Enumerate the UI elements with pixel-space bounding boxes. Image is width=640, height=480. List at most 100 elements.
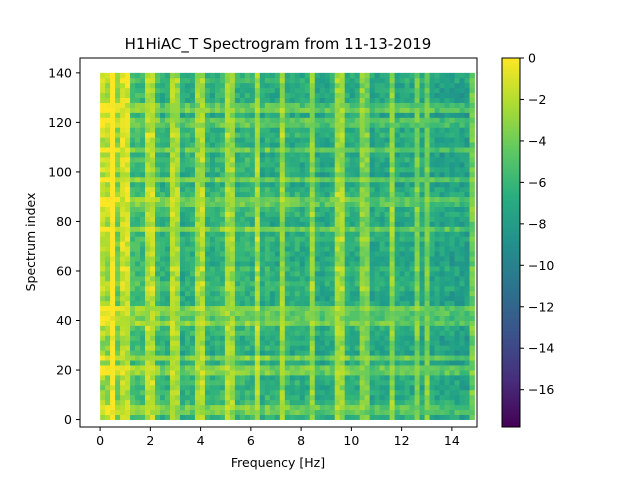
heatmap-cell [394,365,401,371]
heatmap-cell [464,132,470,138]
heatmap-cell [140,206,146,212]
heatmap-cell [244,330,251,336]
heatmap-cell [289,340,296,346]
heatmap-cell [160,211,166,217]
heatmap-cell [369,97,376,103]
heatmap-cell [334,394,341,401]
heatmap-cell [204,345,211,351]
heatmap-cell [145,221,151,227]
heatmap-cell [359,290,366,297]
heatmap-cell [329,275,336,282]
heatmap-cell [169,355,176,361]
heatmap-cell [449,300,455,307]
heatmap-cell [374,335,381,341]
heatmap-cell [359,256,366,262]
heatmap-cell [464,117,470,123]
heatmap-cell [274,350,281,356]
heatmap-cell [229,340,236,346]
heatmap-cell [174,191,181,198]
heatmap-cell [304,389,311,396]
heatmap-cell [439,280,445,287]
heatmap-cell [309,270,316,277]
heatmap-cell [344,280,351,287]
heatmap-cell [419,275,425,282]
heatmap-cell [229,266,236,272]
heatmap-cell [424,280,430,287]
heatmap-cell [100,246,106,252]
heatmap-cell [399,300,405,307]
heatmap-cell [219,216,226,222]
heatmap-cell [254,305,261,311]
heatmap-cell [199,315,206,321]
heatmap-cell [434,231,440,237]
heatmap-cell [264,226,271,232]
heatmap-cell [354,191,361,198]
heatmap-cell [429,176,435,183]
heatmap-cell [299,171,306,178]
heatmap-cell [155,107,161,113]
heatmap-cell [194,379,201,386]
heatmap-cell [389,231,396,237]
heatmap-cell [199,320,206,326]
heatmap-cell [284,414,291,420]
heatmap-cell [115,87,121,94]
heatmap-cell [459,404,465,411]
heatmap-cell [274,142,281,148]
heatmap-cell [279,107,286,113]
heatmap-cell [449,231,455,237]
heatmap-cell [324,305,331,311]
heatmap-cell [354,365,361,371]
heatmap-cell [334,320,341,326]
heatmap-cell [284,231,291,237]
heatmap-cell [414,152,420,158]
heatmap-cell [194,295,201,302]
heatmap-cell [254,270,261,277]
heatmap-cell [234,266,241,272]
heatmap-cell [349,171,356,178]
heatmap-cell [249,221,256,227]
heatmap-cell [369,166,376,173]
heatmap-cell [434,384,440,391]
heatmap-cell [244,241,251,247]
heatmap-cell [384,226,391,232]
heatmap-cell [464,191,470,198]
heatmap-cell [254,221,261,227]
heatmap-cell [464,384,470,391]
heatmap-cell [464,176,470,183]
heatmap-cell [384,325,391,331]
heatmap-cell [379,261,386,267]
heatmap-cell [384,394,391,401]
heatmap-cell [414,102,420,108]
heatmap-cell [459,171,465,178]
heatmap-cell [249,404,256,411]
heatmap-cell [364,112,371,118]
heatmap-cell [229,280,236,287]
heatmap-cell [349,409,356,416]
heatmap-cell [389,201,396,207]
heatmap-cell [145,226,151,232]
heatmap-cell [120,399,126,406]
heatmap-cell [329,112,336,118]
heatmap-cell [279,216,286,222]
heatmap-cell [459,251,465,257]
heatmap-cell [229,379,236,386]
heatmap-cell [404,107,410,113]
heatmap-cell [444,127,450,133]
heatmap-cell [374,241,381,247]
heatmap-cell [234,379,241,386]
heatmap-cell [130,285,136,292]
heatmap-cell [469,320,475,326]
heatmap-cell [279,370,286,376]
heatmap-cell [339,409,346,416]
heatmap-cell [339,196,346,203]
heatmap-cell [219,300,226,307]
heatmap-cell [449,241,455,247]
heatmap-cell [309,399,316,406]
heatmap-cell [324,360,331,366]
heatmap-cell [120,270,126,277]
heatmap-cell [419,360,425,366]
heatmap-cell [224,231,231,237]
heatmap-cell [319,241,326,247]
heatmap-cell [189,196,196,203]
heatmap-cell [125,191,131,198]
